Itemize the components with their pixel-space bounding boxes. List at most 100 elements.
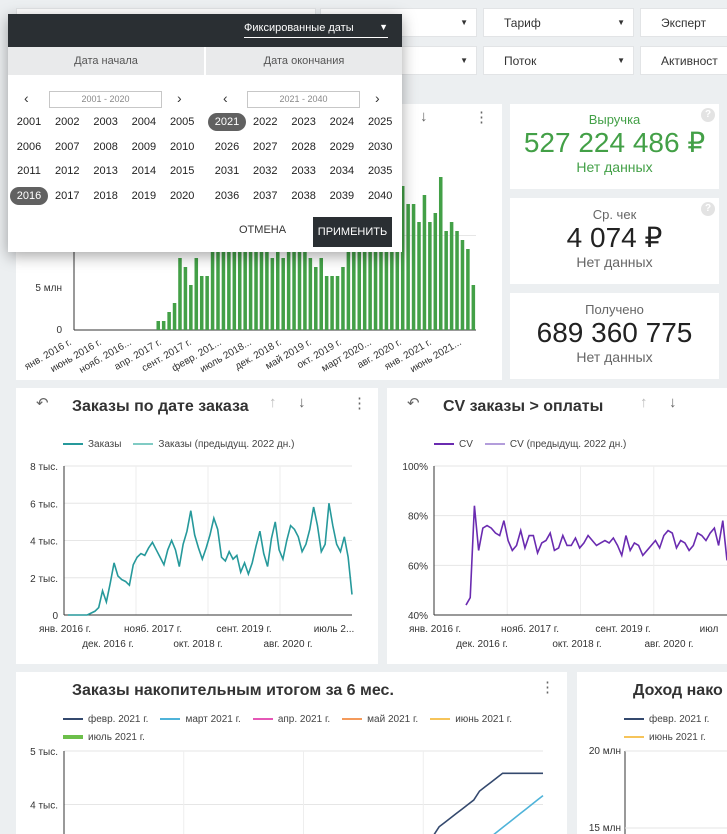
- year-cell[interactable]: 2036: [214, 189, 240, 202]
- year-cell[interactable]: 2008: [93, 140, 118, 153]
- apply-button[interactable]: ПРИМЕНИТЬ: [313, 217, 392, 247]
- chevron-left-icon[interactable]: ‹: [24, 90, 29, 106]
- more-vert-icon[interactable]: ⋮: [474, 109, 489, 126]
- year-cell[interactable]: 2031: [214, 165, 240, 178]
- year-cell[interactable]: 2004: [131, 116, 157, 128]
- year-cell[interactable]: 2021: [208, 113, 246, 131]
- bar: [411, 204, 416, 330]
- filter-stream[interactable]: Поток ▼: [483, 46, 634, 75]
- chevron-down-icon: ▼: [617, 56, 625, 65]
- legend-item[interactable]: февр. 2021 г.: [63, 710, 148, 728]
- year-cell[interactable]: 2025: [367, 116, 393, 128]
- legend-item[interactable]: февр. 2021 г.: [624, 710, 709, 728]
- bar: [221, 249, 226, 330]
- filter-tariff[interactable]: Тариф ▼: [483, 8, 634, 37]
- card-title: Доход нако: [633, 682, 723, 699]
- year-cell[interactable]: 2022: [253, 116, 278, 128]
- x-tick: авг. 2020 г.: [644, 639, 693, 650]
- year-cell[interactable]: 2016: [10, 186, 48, 205]
- arrow-down-icon[interactable]: ↓: [669, 394, 677, 411]
- legend-item[interactable]: Заказы (предыдущ. 2022 дн.): [133, 435, 294, 453]
- filter-expert[interactable]: Эксперт: [640, 8, 727, 37]
- bar: [438, 177, 443, 330]
- year-cell[interactable]: 2039: [329, 189, 355, 202]
- filter-activity[interactable]: Активност: [640, 46, 727, 75]
- year-cell[interactable]: 2040: [367, 189, 393, 202]
- chevron-left-icon[interactable]: ‹: [223, 90, 228, 106]
- year-cell[interactable]: 2024: [329, 116, 355, 128]
- year-cell[interactable]: 2027: [253, 140, 278, 153]
- orders-line-chart: 0 2 тыс. 4 тыс. 6 тыс. 8 тыс. янв. 2016 г. ноя…: [30, 462, 354, 650]
- more-vert-icon[interactable]: ⋮: [721, 394, 727, 412]
- year-cell[interactable]: 2019: [131, 189, 157, 202]
- year-cell[interactable]: 2026: [214, 140, 240, 153]
- arrow-down-icon[interactable]: ↓: [298, 394, 306, 411]
- filter-label: Поток: [504, 53, 537, 68]
- year-cell[interactable]: 2028: [291, 140, 316, 153]
- legend-item[interactable]: CV (предыдущ. 2022 дн.): [484, 435, 626, 453]
- year-cell[interactable]: 2002: [55, 116, 80, 128]
- card-title: CV заказы > оплаты: [443, 398, 604, 415]
- legend-item[interactable]: CV: [434, 435, 473, 453]
- year-cell[interactable]: 2018: [93, 189, 118, 202]
- filter-label: Эксперт: [661, 15, 707, 30]
- legend-item[interactable]: июнь 2021 г.: [430, 710, 512, 728]
- chevron-right-icon[interactable]: ›: [375, 90, 380, 106]
- year-cell[interactable]: 2020: [169, 189, 195, 202]
- year-cell[interactable]: 2017: [55, 189, 80, 202]
- year-cell[interactable]: 2003: [93, 116, 118, 128]
- legend-item[interactable]: июль 2021 г.: [63, 728, 145, 746]
- year-cell[interactable]: 2035: [367, 165, 393, 178]
- more-vert-icon[interactable]: ⋮: [540, 679, 555, 696]
- bar: [455, 231, 459, 330]
- cancel-button[interactable]: ОТМЕНА: [239, 224, 287, 236]
- year-cell[interactable]: 2012: [55, 165, 80, 178]
- more-vert-icon[interactable]: ⋮: [352, 395, 367, 412]
- year-cell[interactable]: 2006: [16, 140, 42, 153]
- tab-end-date[interactable]: Дата окончания: [204, 47, 402, 75]
- year-cell[interactable]: 2023: [291, 116, 316, 128]
- year-cell[interactable]: 2034: [329, 165, 355, 178]
- year-cell[interactable]: 2033: [291, 165, 316, 178]
- year-cell[interactable]: 2029: [329, 140, 355, 153]
- bar: [466, 249, 470, 330]
- y-tick: 40%: [408, 611, 428, 622]
- bar: [357, 231, 362, 330]
- year-cell[interactable]: 2038: [291, 189, 316, 202]
- cumulative-line-chart: 3 тыс.4 тыс.5 тыс.: [30, 747, 544, 834]
- chevron-right-icon[interactable]: ›: [177, 90, 182, 106]
- year-cell[interactable]: 2014: [131, 165, 157, 178]
- year-cell[interactable]: 2030: [367, 140, 393, 153]
- chart-legend: CV CV (предыдущ. 2022 дн.): [434, 435, 638, 453]
- tab-start-date[interactable]: Дата начала: [8, 47, 204, 75]
- year-cell[interactable]: 2015: [169, 165, 195, 178]
- help-icon[interactable]: ?: [701, 202, 715, 216]
- picker-header: Фиксированные даты ▼: [8, 14, 402, 47]
- year-cell[interactable]: 2013: [93, 165, 118, 178]
- arrow-down-icon[interactable]: ↓: [420, 108, 428, 125]
- arrow-up-icon[interactable]: ↑: [640, 394, 648, 411]
- year-cell[interactable]: 2032: [253, 165, 278, 178]
- year-cell[interactable]: 2001: [16, 116, 42, 128]
- year-cell[interactable]: 2007: [55, 140, 80, 153]
- date-mode-select[interactable]: Фиксированные даты ▼: [244, 22, 388, 38]
- bar: [433, 213, 438, 330]
- bar: [237, 240, 242, 330]
- year-cell[interactable]: 2010: [169, 140, 195, 153]
- bar: [460, 240, 465, 330]
- undo-icon[interactable]: ↶: [407, 395, 420, 412]
- year-cell[interactable]: 2011: [17, 165, 41, 178]
- legend-item[interactable]: март 2021 г.: [160, 710, 241, 728]
- bar: [330, 276, 334, 330]
- undo-icon[interactable]: ↶: [36, 395, 49, 412]
- year-cell[interactable]: 2005: [169, 116, 195, 128]
- arrow-up-icon[interactable]: ↑: [269, 394, 277, 411]
- year-cell[interactable]: 2037: [253, 189, 278, 202]
- legend-item[interactable]: июнь 2021 г.: [624, 728, 706, 746]
- year-cell[interactable]: 2009: [131, 140, 157, 153]
- help-icon[interactable]: ?: [701, 108, 715, 122]
- legend-item[interactable]: апр. 2021 г.: [252, 710, 330, 728]
- bar: [276, 249, 280, 330]
- legend-item[interactable]: май 2021 г.: [342, 710, 418, 728]
- legend-item[interactable]: Заказы: [63, 435, 121, 453]
